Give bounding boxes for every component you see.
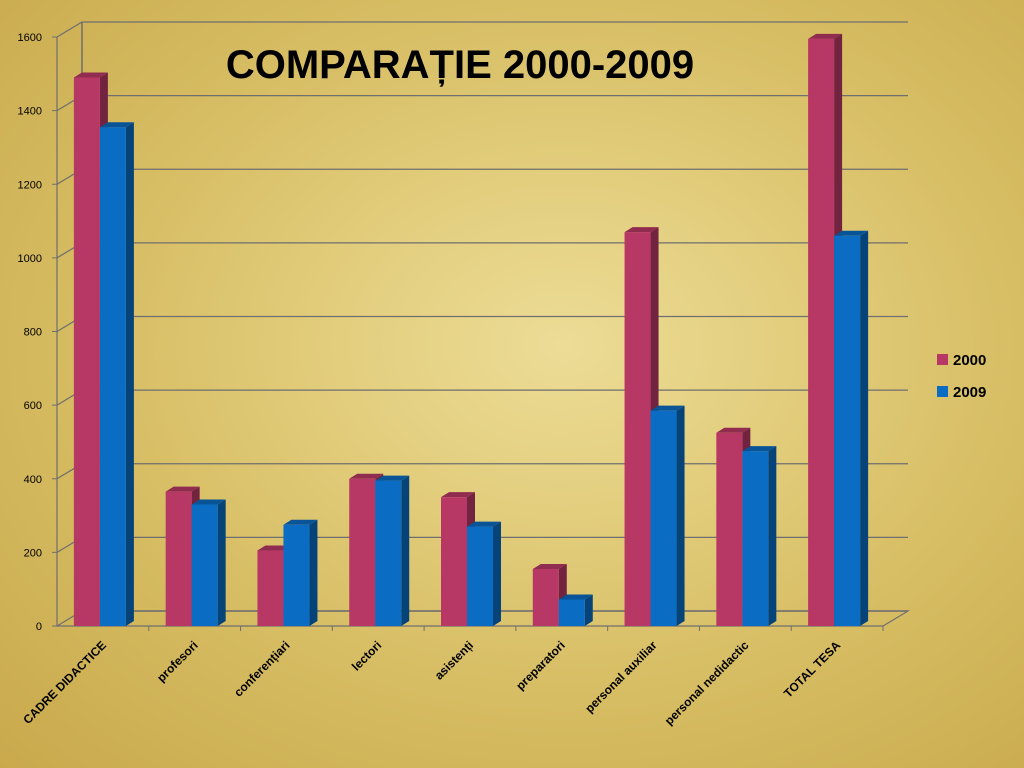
legend: 2000 2009 xyxy=(937,352,986,401)
x-tick-label: asistenți xyxy=(432,638,476,682)
bar-2009-4 xyxy=(467,521,501,626)
gridline xyxy=(56,389,908,406)
x-tick-label: lectori xyxy=(349,638,384,673)
bar-2000-5 xyxy=(532,563,567,626)
x-tick-label: personal auxiliar xyxy=(582,638,660,716)
gridline xyxy=(56,168,908,185)
bar-2009-3 xyxy=(375,475,410,626)
bar-2009-8 xyxy=(834,230,869,626)
x-tick-label: conferențiari xyxy=(231,638,292,699)
chart-title: COMPARAȚIE 2000-2009 xyxy=(226,43,694,87)
y-axis: 0 200 400 600 800 1000 1200 1400 1600 xyxy=(18,32,57,633)
gridlines xyxy=(56,21,908,553)
x-tick-label: personal nedidactic xyxy=(662,638,752,728)
x-tick-label: profesori xyxy=(154,638,201,685)
x-tick-label: CADRE DIDACTICE xyxy=(20,638,109,727)
bar-2009-0 xyxy=(99,122,134,627)
y-tick-label: 0 xyxy=(36,621,42,633)
y-tick-label: 1600 xyxy=(18,32,42,44)
legend-item-2000: 2000 xyxy=(937,352,986,369)
y-tick-label: 200 xyxy=(24,547,42,559)
y-tick-label: 1400 xyxy=(18,106,42,118)
y-tick-label: 1200 xyxy=(18,179,42,191)
gridline xyxy=(56,463,908,480)
gridline xyxy=(56,242,908,259)
bar-2009-2 xyxy=(283,519,318,626)
x-axis: CADRE DIDACTICE profesori conferențiari lec… xyxy=(20,626,884,728)
legend-item-2009: 2009 xyxy=(937,384,986,401)
legend-label: 2009 xyxy=(953,384,986,401)
bar-2009-6 xyxy=(650,405,685,626)
legend-swatch xyxy=(937,354,948,365)
x-tick-label: TOTAL TESA xyxy=(781,638,843,700)
y-tick-label: 600 xyxy=(24,400,42,412)
y-tick-label: 800 xyxy=(24,327,42,339)
gridline xyxy=(56,315,908,333)
bar-2009-5 xyxy=(558,594,593,626)
bar-2009-1 xyxy=(191,499,226,626)
legend-label: 2000 xyxy=(953,352,986,369)
gridline xyxy=(56,94,908,112)
y-tick-label: 1000 xyxy=(18,253,42,265)
x-tick-label: preparatori xyxy=(513,638,568,693)
bars xyxy=(73,33,869,627)
legend-swatch xyxy=(937,386,948,397)
gridline xyxy=(56,21,908,38)
bar-2009-7 xyxy=(742,446,777,626)
y-tick-label: 400 xyxy=(24,474,42,486)
